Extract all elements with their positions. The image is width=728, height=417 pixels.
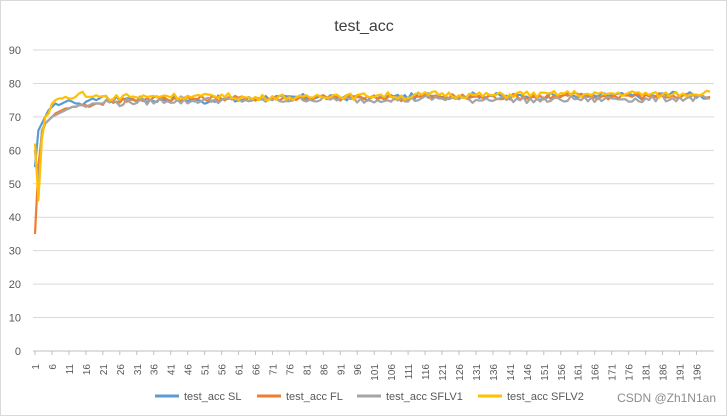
x-tick-label: 126 [455, 364, 466, 381]
x-tick-label: 91 [336, 364, 347, 376]
series-line-3 [33, 94, 711, 192]
legend-label-4: test_acc SFLV2 [507, 391, 584, 403]
x-tick-label: 156 [557, 364, 568, 381]
x-tick-label: 81 [302, 364, 313, 376]
y-tick-label: 10 [9, 313, 21, 325]
x-tick-label: 176 [625, 364, 636, 381]
x-tick-label: 6 [48, 364, 59, 370]
y-tick-label: 0 [15, 346, 21, 358]
x-tick-label: 111 [404, 364, 415, 380]
y-axis-ticks: 0 10 20 30 40 50 60 70 80 90 [9, 45, 21, 358]
y-tick-label: 90 [9, 45, 21, 57]
x-tick-label: 31 [133, 364, 144, 376]
gridlines [33, 49, 714, 352]
x-tick-label: 26 [116, 364, 127, 376]
x-tick-label: 101 [370, 364, 381, 381]
legend-label-3: test_acc SFLV1 [386, 391, 463, 403]
x-tick-label: 1 [31, 364, 42, 370]
series-line-2 [33, 91, 711, 234]
x-tick-label: 36 [150, 364, 161, 376]
y-tick-label: 20 [9, 279, 21, 291]
series-lines [33, 89, 711, 234]
x-tick-label: 56 [218, 364, 229, 376]
x-tick-label: 166 [591, 364, 602, 381]
x-tick-label: 86 [319, 364, 330, 376]
series-line-4 [33, 89, 711, 202]
x-tick-label: 106 [387, 364, 398, 381]
x-tick-label: 191 [675, 364, 686, 381]
x-tick-label: 61 [235, 364, 246, 376]
y-tick-label: 70 [9, 112, 21, 124]
x-tick-label: 66 [251, 364, 262, 376]
x-tick-label: 21 [99, 364, 110, 376]
x-tick-label: 146 [523, 364, 534, 381]
legend-label-1: test_acc SL [184, 391, 241, 403]
x-tick-label: 181 [642, 364, 653, 381]
y-tick-label: 50 [9, 179, 21, 191]
x-tick-label: 171 [608, 364, 619, 381]
x-tick-label: 96 [353, 364, 364, 376]
chart-title: test_acc [334, 18, 394, 35]
x-tick-label: 41 [167, 364, 178, 376]
x-axis-ticks: 1 6 11 16 21 26 31 36 41 46 51 56 61 66 71 76 81 86 91 96 10… [31, 351, 703, 381]
x-tick-label: 16 [82, 364, 93, 376]
x-tick-label: 136 [489, 364, 500, 381]
y-tick-label: 40 [9, 212, 21, 224]
x-tick-label: 196 [692, 364, 703, 381]
y-tick-label: 30 [9, 246, 21, 258]
x-tick-label: 11 [65, 364, 76, 375]
x-tick-label: 116 [421, 364, 432, 380]
legend: test_acc SL test_acc FL test_acc SFLV1 test… [155, 391, 584, 403]
x-tick-label: 71 [268, 364, 279, 376]
x-tick-label: 51 [201, 364, 212, 376]
y-tick-label: 80 [9, 78, 21, 90]
x-tick-label: 186 [659, 364, 670, 381]
x-tick-label: 131 [472, 364, 483, 381]
x-tick-label: 76 [285, 364, 296, 376]
watermark-text: CSDN @Zh1N1an [617, 391, 716, 405]
x-tick-label: 161 [574, 364, 585, 381]
y-tick-label: 60 [9, 145, 21, 157]
x-tick-label: 121 [438, 364, 449, 381]
x-tick-label: 46 [184, 364, 195, 376]
legend-label-2: test_acc FL [286, 391, 343, 403]
x-tick-label: 151 [540, 364, 551, 381]
x-tick-label: 141 [506, 364, 517, 381]
